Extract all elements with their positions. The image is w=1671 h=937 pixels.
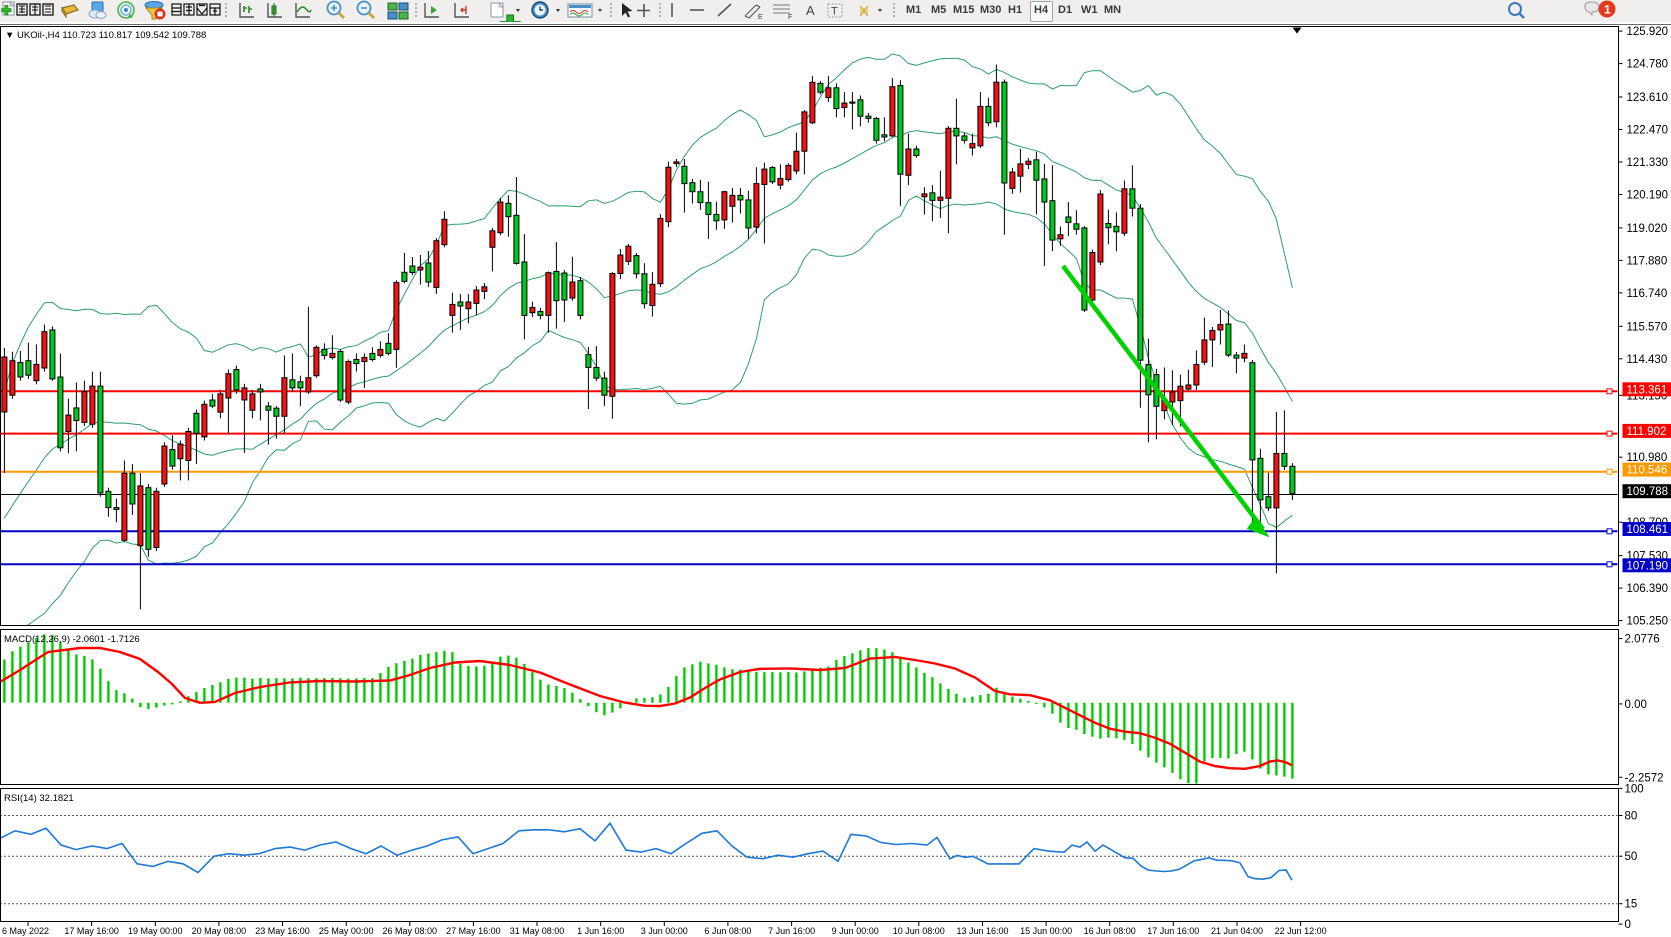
svg-text:0.00: 0.00 — [1625, 699, 1647, 711]
svg-text:25 May 00:00: 25 May 00:00 — [319, 926, 374, 936]
svg-text:A: A — [806, 3, 815, 18]
svg-text:3 Jun 00:00: 3 Jun 00:00 — [641, 926, 688, 936]
svg-text:117.880: 117.880 — [1627, 255, 1668, 267]
svg-text:17 May 16:00: 17 May 16:00 — [64, 926, 119, 936]
svg-text:23 May 16:00: 23 May 16:00 — [255, 926, 310, 936]
svg-text:-2.2572: -2.2572 — [1625, 772, 1664, 784]
svg-text:E: E — [758, 14, 763, 21]
svg-text:10 Jun 08:00: 10 Jun 08:00 — [893, 926, 945, 936]
svg-text:19 May 00:00: 19 May 00:00 — [128, 926, 183, 936]
svg-text:MACD(12,26,9) -2.0601 -1.7126: MACD(12,26,9) -2.0601 -1.7126 — [4, 634, 140, 645]
svg-text:31 May 08:00: 31 May 08:00 — [510, 926, 565, 936]
svg-text:16 Jun 08:00: 16 Jun 08:00 — [1084, 926, 1136, 936]
svg-text:17 Jun 16:00: 17 Jun 16:00 — [1147, 926, 1199, 936]
svg-text:125.920: 125.920 — [1627, 26, 1669, 38]
svg-text:13 Jun 16:00: 13 Jun 16:00 — [956, 926, 1008, 936]
svg-text:22 Jun 12:00: 22 Jun 12:00 — [1275, 926, 1327, 936]
svg-text:111.902: 111.902 — [1627, 426, 1667, 438]
svg-text:27 May 16:00: 27 May 16:00 — [446, 926, 501, 936]
svg-text:6 May 2022: 6 May 2022 — [2, 926, 49, 936]
svg-text:9 Jun 00:00: 9 Jun 00:00 — [832, 926, 879, 936]
svg-text:114.430: 114.430 — [1627, 354, 1668, 366]
svg-text:1: 1 — [1604, 3, 1611, 17]
svg-text:▼ UKOil-,H4 110.723 110.817 1: ▼ UKOil-,H4 110.723 110.817 109.542 109.… — [5, 30, 206, 41]
svg-text:2.0776: 2.0776 — [1625, 634, 1660, 646]
svg-text:106.390: 106.390 — [1627, 583, 1669, 595]
svg-text:120.190: 120.190 — [1627, 190, 1669, 202]
svg-text:107.190: 107.190 — [1627, 560, 1669, 572]
svg-text:7 Jun 16:00: 7 Jun 16:00 — [768, 926, 815, 936]
svg-text:116.740: 116.740 — [1627, 288, 1668, 300]
svg-text:21 Jun 04:00: 21 Jun 04:00 — [1211, 926, 1263, 936]
svg-text:108.461: 108.461 — [1627, 524, 1669, 536]
svg-text:109.788: 109.788 — [1627, 486, 1669, 498]
svg-text:80: 80 — [1625, 811, 1638, 823]
svg-text:110.980: 110.980 — [1627, 452, 1668, 464]
svg-text:100: 100 — [1625, 783, 1644, 795]
svg-text:15: 15 — [1625, 899, 1638, 911]
svg-text:124.780: 124.780 — [1627, 59, 1669, 71]
svg-text:T: T — [831, 6, 838, 18]
svg-text:0: 0 — [1625, 919, 1631, 931]
svg-text:F: F — [788, 14, 792, 21]
svg-text:105.250: 105.250 — [1627, 616, 1669, 628]
svg-text:6 Jun 08:00: 6 Jun 08:00 — [704, 926, 751, 936]
svg-text:50: 50 — [1625, 851, 1638, 863]
svg-text:115.570: 115.570 — [1627, 321, 1668, 333]
svg-text:110.546: 110.546 — [1627, 465, 1668, 477]
svg-text:26 May 08:00: 26 May 08:00 — [383, 926, 438, 936]
svg-text:113.361: 113.361 — [1627, 384, 1668, 396]
svg-text:RSI(14) 32.1821: RSI(14) 32.1821 — [4, 793, 74, 804]
svg-text:119.020: 119.020 — [1627, 223, 1668, 235]
svg-text:122.470: 122.470 — [1627, 125, 1669, 137]
svg-text:123.610: 123.610 — [1627, 92, 1669, 104]
svg-text:20 May 08:00: 20 May 08:00 — [192, 926, 247, 936]
svg-text:1 Jun 16:00: 1 Jun 16:00 — [577, 926, 624, 936]
svg-text:121.330: 121.330 — [1627, 157, 1669, 169]
svg-text:15 Jun 00:00: 15 Jun 00:00 — [1020, 926, 1072, 936]
